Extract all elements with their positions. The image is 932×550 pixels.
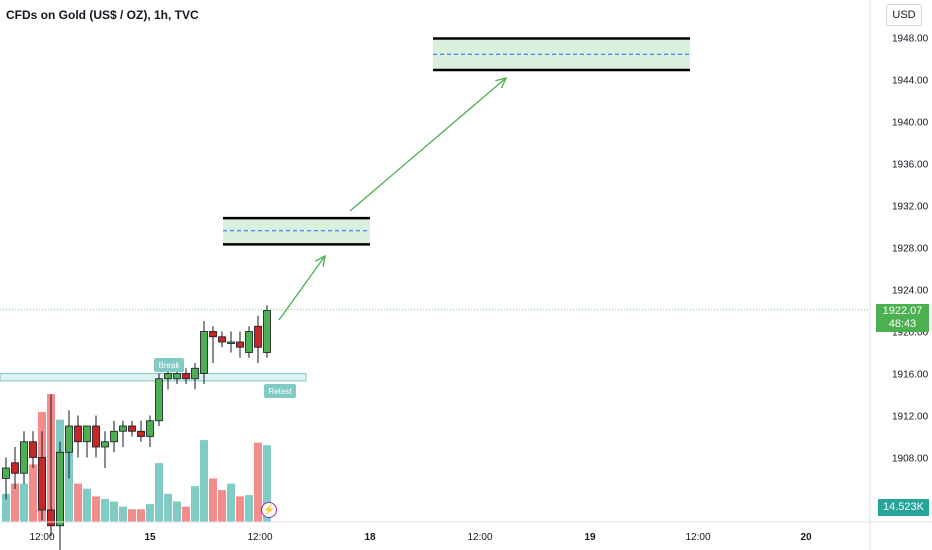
volume-bar [254, 442, 262, 522]
candle-body [128, 425, 136, 432]
volume-bar [236, 496, 244, 522]
candle-body [146, 420, 154, 437]
x-tick-label: 12:00 [467, 532, 492, 543]
candle-body [56, 451, 64, 527]
volume-bar [110, 501, 118, 522]
arrow-2 [349, 77, 507, 212]
candle-body [254, 325, 262, 348]
candle-body [101, 441, 109, 448]
candle-body [65, 425, 73, 453]
volume-bar [155, 463, 163, 522]
volume-bar [245, 495, 253, 522]
volume-bar [164, 493, 172, 522]
x-tick-label: 20 [800, 532, 812, 543]
y-tick-label: 1920.00 [892, 328, 929, 339]
candle-body [236, 341, 244, 348]
arrow-1-head [315, 254, 326, 267]
annotation-zones [0, 37, 690, 382]
candle-body [200, 331, 208, 374]
volume-bar [263, 445, 271, 522]
y-tick-label: 1924.00 [892, 286, 929, 297]
volume-bar [128, 509, 136, 522]
candle-body [218, 336, 226, 343]
candle-body [92, 425, 100, 448]
candle-body [2, 467, 10, 479]
candle-body [164, 373, 172, 380]
currency-button[interactable]: USD [886, 4, 922, 26]
candle-body [11, 462, 19, 474]
x-tick-label: 12:00 [685, 532, 710, 543]
x-tick-label: 19 [584, 532, 596, 543]
arrow-2-head [495, 77, 508, 89]
target-zone [223, 218, 370, 245]
candle-body [182, 373, 190, 380]
volume-bar [2, 493, 10, 522]
candle-body [47, 509, 55, 527]
volume-bar [137, 509, 145, 522]
candle-body [137, 430, 145, 437]
candles [2, 305, 271, 550]
annotation-labels: Break Retest [154, 358, 296, 398]
y-tick-label: 1944.00 [892, 76, 929, 87]
volume-bar [218, 490, 226, 522]
candle-body [245, 331, 253, 353]
candle-body [20, 441, 28, 474]
candle-body [191, 367, 199, 380]
candle-body [119, 425, 127, 432]
volume-bar [74, 483, 82, 522]
y-tick-label: 1916.00 [892, 370, 929, 381]
x-tick-label: 12:00 [247, 532, 272, 543]
volume-bar [83, 488, 91, 522]
candle-body [38, 457, 46, 511]
last-price-label: 1922.07 48:43 [876, 304, 929, 332]
candle-body [209, 331, 217, 338]
annotation-label-bg [264, 384, 296, 398]
volume-bar [119, 506, 127, 522]
volume-bar [101, 498, 109, 522]
volume-bar [200, 440, 208, 522]
arrow-1 [278, 255, 326, 321]
candle-body [29, 441, 37, 458]
volume-bar [20, 483, 28, 522]
candle-body [74, 425, 82, 443]
candle-body [173, 373, 181, 380]
volume-bar [227, 483, 235, 522]
volume-bar [92, 496, 100, 522]
candle-body [263, 310, 271, 353]
candle-body [155, 378, 163, 422]
volume-bar [191, 486, 199, 522]
x-tick-label: 18 [364, 532, 376, 543]
y-tick-label: 1912.00 [892, 412, 929, 423]
y-tick-label: 1928.00 [892, 244, 929, 255]
chart-title: CFDs on Gold (US$ / OZ), 1h, TVC [6, 8, 199, 22]
last-price-value: 1922.07 [882, 305, 923, 317]
support-zone [0, 373, 307, 382]
y-tick-label: 1948.00 [892, 34, 929, 45]
x-tick-label: 12:00 [29, 532, 54, 543]
candle-body [110, 430, 118, 443]
x-tick-label: 15 [144, 532, 156, 543]
candle-body [227, 341, 235, 344]
volume-bar [11, 483, 19, 522]
volume-value-label: 14.523K [878, 499, 929, 516]
candle-body [83, 425, 91, 443]
y-tick-label: 1932.00 [892, 202, 929, 213]
annotation-label: Retest [268, 387, 292, 396]
annotation-label-bg [154, 358, 184, 372]
y-tick-label: 1936.00 [892, 160, 929, 171]
y-tick-label: 1908.00 [892, 454, 929, 465]
volume-bar [173, 501, 181, 522]
y-tick-label: 1940.00 [892, 118, 929, 129]
annotation-label: Break [159, 361, 181, 370]
volume-bar [65, 447, 73, 522]
lightning-icon[interactable]: ⚡ [261, 502, 277, 518]
volume-bar [146, 504, 154, 522]
volume-bar [29, 464, 37, 522]
volume-bar [209, 478, 217, 522]
volume-bar [182, 506, 190, 522]
bar-countdown: 48:43 [888, 318, 917, 330]
